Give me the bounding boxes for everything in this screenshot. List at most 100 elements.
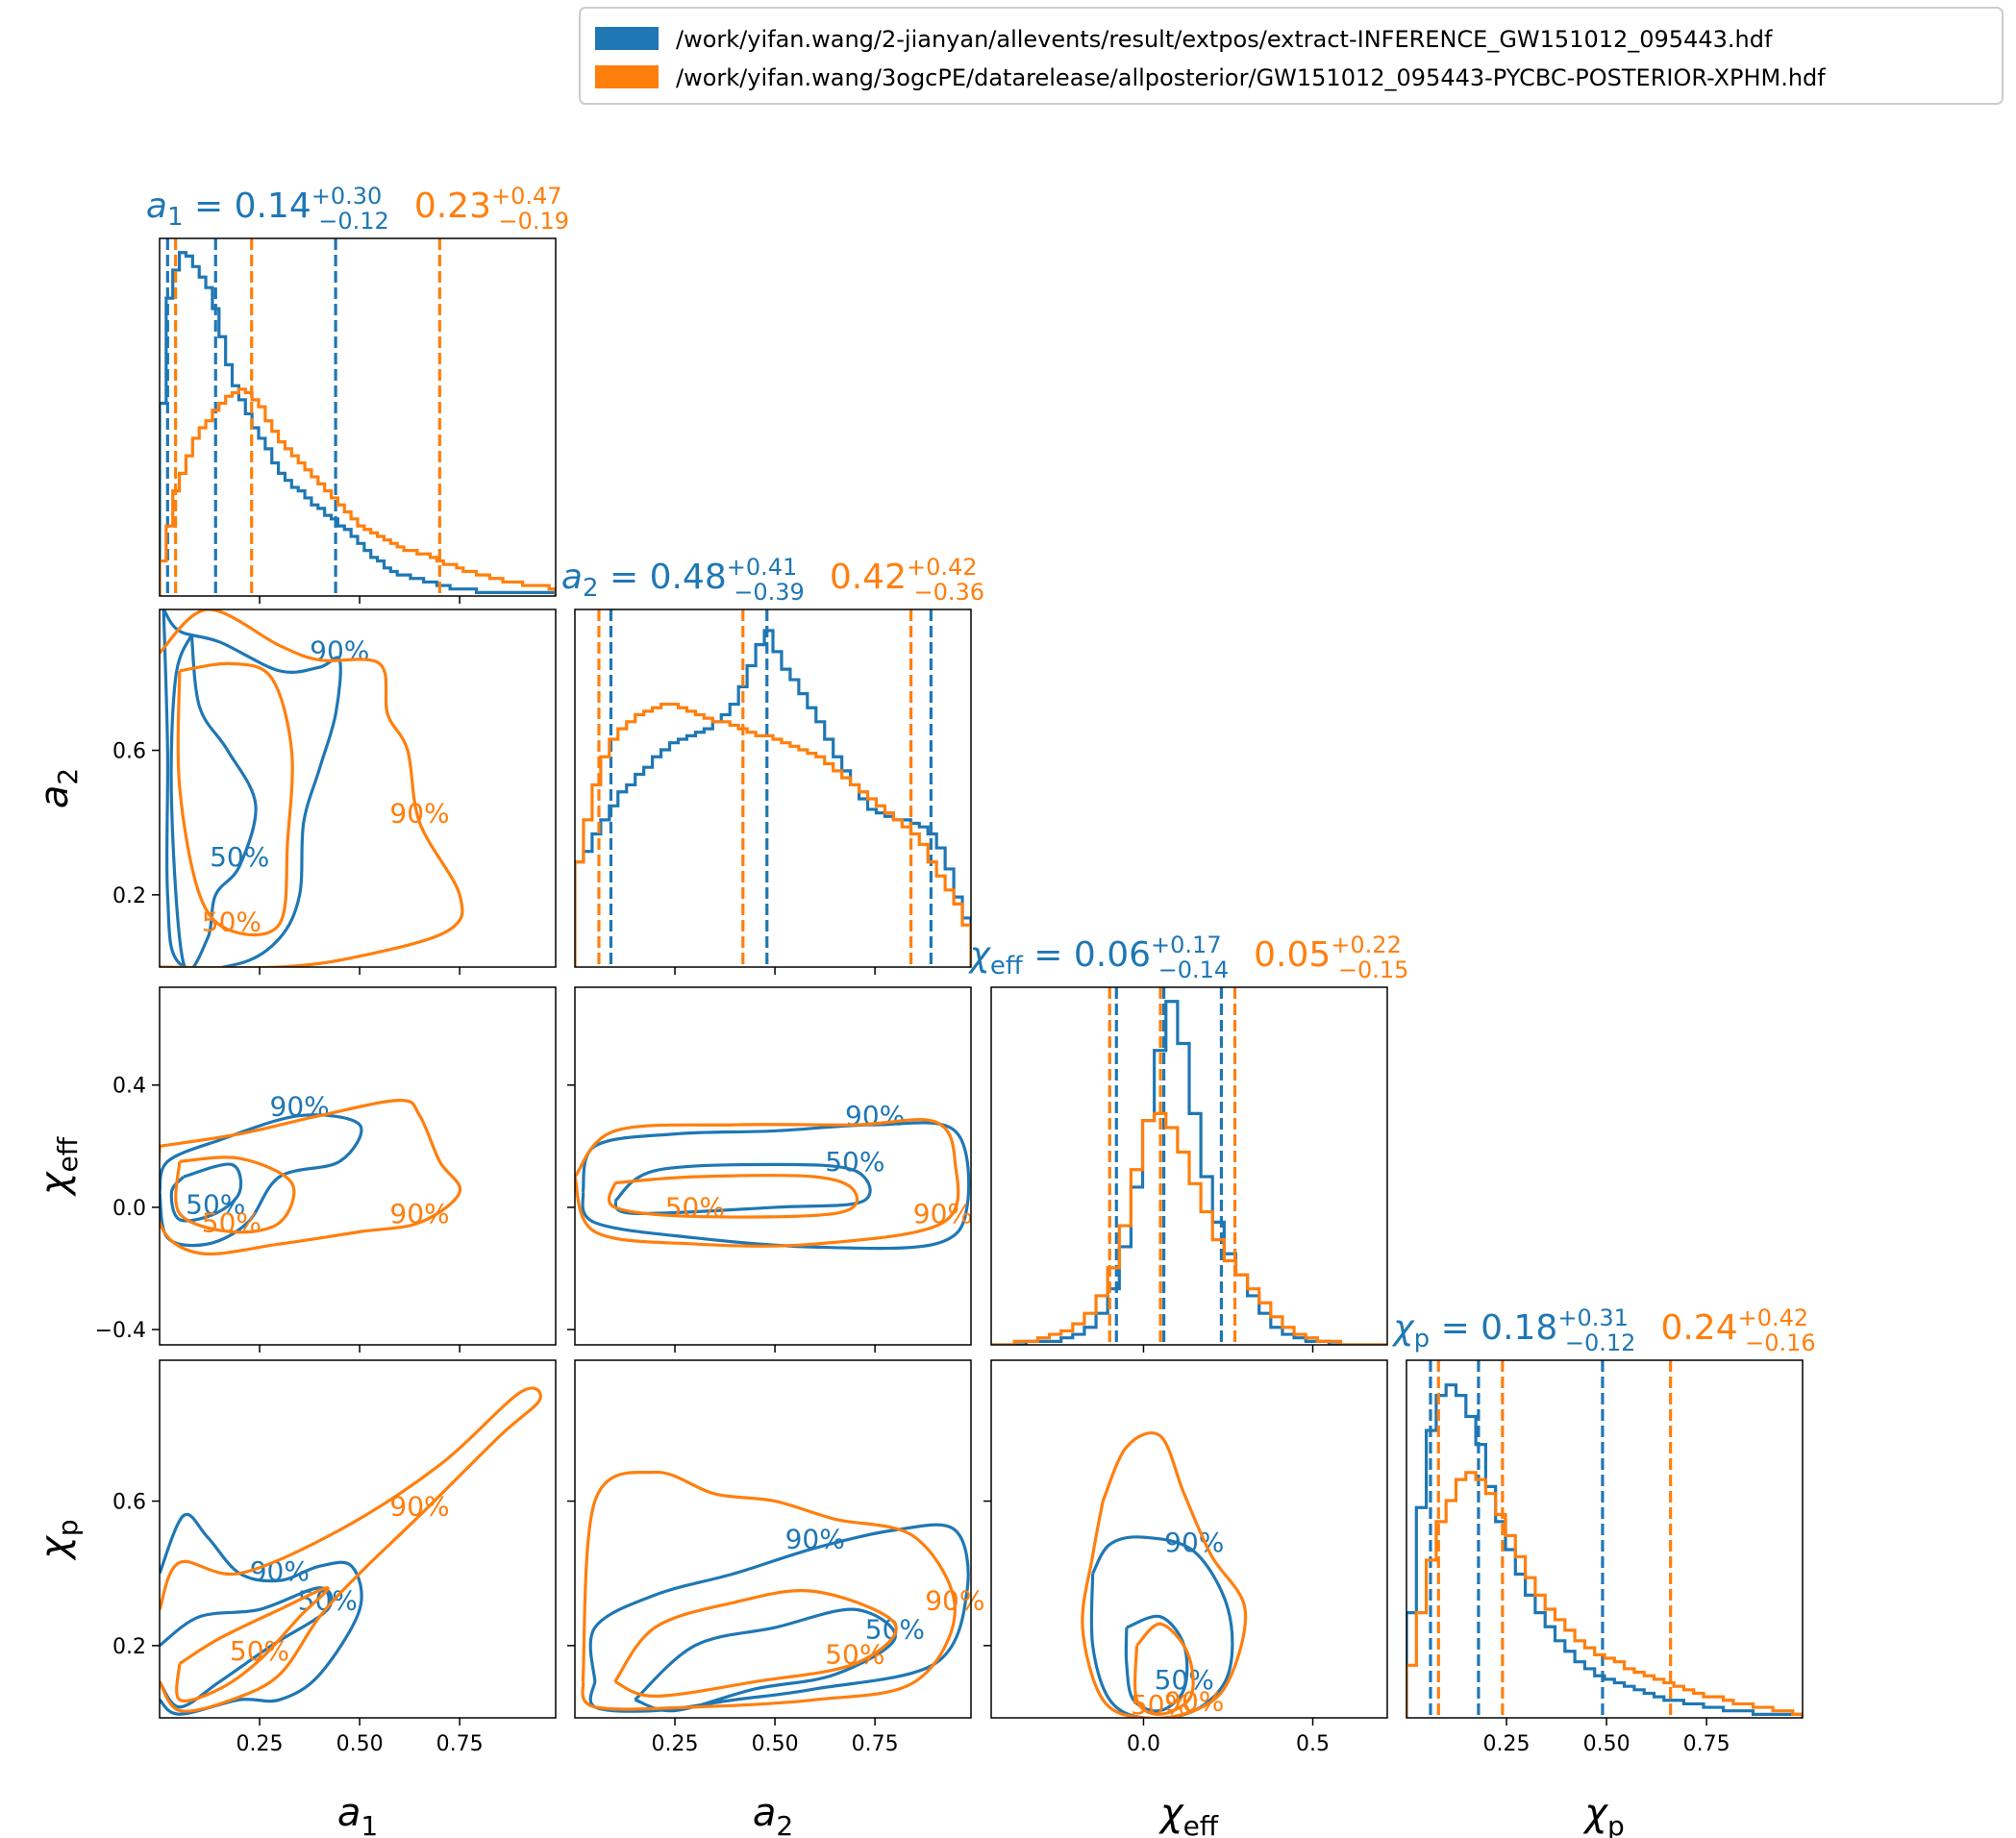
x-tick-label: 0.0	[1127, 1732, 1160, 1756]
panel-frame	[159, 609, 557, 968]
contour-level-label: 90%	[270, 1091, 330, 1123]
x-tick-label: 0.5	[1296, 1732, 1330, 1756]
panel-frame	[574, 1359, 972, 1719]
contour-level-label: 90%	[925, 1584, 984, 1616]
contour-50-series-2	[613, 1589, 898, 1699]
contour-panel-chi_p-vs-a2: 90%50%90%50%0.25 0.50 0.75	[567, 1359, 984, 1756]
contour-level-label: 50%	[186, 1188, 245, 1220]
panel-frame	[990, 986, 1388, 1346]
histogram-panel-chi_p: 0.25 0.50 0.75 χp = 0.18+0.31 −0.12 0.24+0.42…	[1391, 1304, 1815, 1756]
panel-frame	[1406, 1359, 1804, 1719]
x-tick-label: 0.25	[652, 1732, 699, 1756]
contour-level-label: 50%	[202, 1206, 261, 1238]
contour-90-series-1	[160, 1113, 363, 1248]
y-tick-label: 0.2	[112, 884, 146, 908]
y-axis-label-chi_p: χp	[33, 1519, 84, 1560]
contour-panel-chi_eff-vs-a2: 90% 50% 90% 50%	[567, 986, 973, 1353]
contour-90-series-2	[1081, 1431, 1248, 1718]
x-tick-label: 0.25	[1483, 1732, 1531, 1756]
panels: a1 = 0.14+0.30 −0.12 0.23+0.47 −0.19 a2 = 0.…	[33, 183, 1816, 1838]
x-axis-label-a2: a2	[753, 1791, 793, 1838]
histogram-series-2	[991, 1111, 1387, 1345]
contour-50-series-2	[607, 1174, 859, 1219]
contour-90-series-2	[160, 1386, 542, 1713]
histogram-series-1	[575, 629, 971, 967]
contour-level-label: 90%	[389, 1198, 449, 1229]
contour-level-label: 50%	[665, 1191, 725, 1223]
x-tick-label: 0.75	[852, 1732, 899, 1756]
contour-50-series-1	[169, 633, 258, 967]
panel-frame	[159, 986, 557, 1346]
contour-level-label: 90%	[1164, 1527, 1224, 1558]
contour-level-label: 50%	[1131, 1689, 1190, 1721]
contour-50-series-1	[634, 1607, 897, 1713]
y-axis-label-chi_eff: χeff	[33, 1136, 84, 1197]
contour-level-label: 90%	[913, 1198, 973, 1229]
histogram-series-1	[1406, 1383, 1803, 1718]
contour-50-series-2	[1133, 1622, 1195, 1716]
legend-frame	[579, 7, 2004, 105]
param-title-chi_eff: χeff = 0.06+0.17 −0.14 0.05+0.22 −0.15	[968, 931, 1409, 983]
contour-panel-a2-vs-a1: 90% 50% 90% 50% 0.2 0.6	[112, 609, 557, 975]
contour-50-series-1	[160, 1586, 334, 1709]
contour-90-series-2	[575, 1118, 960, 1248]
x-axis-label-chi_eff: χeff	[1158, 1791, 1219, 1838]
x-tick-label: 0.50	[752, 1732, 799, 1756]
x-tick-label: 0.75	[1683, 1732, 1730, 1756]
panel-frame	[159, 237, 557, 597]
y-tick-label: 0.6	[112, 740, 146, 764]
contour-panel-chi_p-vs-chi_eff: 90%50%90%50%0.0 0.5	[983, 1359, 1388, 1756]
contour-level-label: 90%	[845, 1100, 905, 1131]
contour-level-label: 90%	[389, 1491, 449, 1523]
y-tick-label: −0.4	[95, 1319, 146, 1343]
x-axis-label-chi_p: χp	[1582, 1791, 1624, 1838]
y-tick-label: 0.0	[112, 1197, 146, 1221]
contour-90-series-2	[160, 1099, 462, 1256]
histogram-series-1	[160, 251, 556, 596]
contour-level-label: 50%	[825, 1639, 884, 1671]
contour-level-label: 50%	[230, 1635, 289, 1667]
histogram-series-2	[160, 387, 556, 596]
contour-panel-chi_p-vs-a1: 90%50%90%50%0.25 0.50 0.750.20.6	[112, 1359, 557, 1756]
x-tick-label: 0.75	[436, 1732, 484, 1756]
panel-frame	[159, 1359, 557, 1719]
contour-90-series-1	[160, 1512, 363, 1716]
y-tick-label: 0.4	[112, 1075, 146, 1099]
contour-level-label: 90%	[310, 635, 369, 667]
x-tick-label: 0.50	[336, 1732, 384, 1756]
contour-level-label: 50%	[210, 841, 269, 873]
contour-50-series-1	[1124, 1614, 1189, 1713]
legend-swatch	[595, 65, 659, 88]
contour-level-label: 50%	[1155, 1664, 1214, 1696]
panel-frame	[574, 986, 972, 1346]
panel-frame	[574, 609, 972, 968]
histogram-series-1	[991, 1000, 1387, 1345]
contour-level-label: 50%	[202, 906, 261, 937]
contour-90-series-2	[581, 1470, 957, 1711]
histogram-panel-a2: a2 = 0.48+0.41 −0.39 0.42+0.42 −0.36	[561, 554, 984, 975]
panel-frame	[990, 1359, 1388, 1719]
x-tick-label: 0.50	[1583, 1732, 1630, 1756]
histogram-series-2	[1406, 1471, 1803, 1718]
contour-90-series-1	[581, 1121, 971, 1251]
contour-50-series-2	[176, 661, 294, 937]
legend: /work/yifan.wang/2-jianyan/allevents/res…	[579, 7, 2004, 105]
param-title-a1: a1 = 0.14+0.30 −0.12 0.23+0.47 −0.19	[146, 183, 569, 235]
x-axis-label-a1: a1	[337, 1791, 378, 1838]
contour-panel-chi_eff-vs-a1: 90% 50% 90% 50% −0.4 0.0 0.4	[95, 986, 557, 1353]
param-title-a2: a2 = 0.48+0.41 −0.39 0.42+0.42 −0.36	[561, 554, 984, 606]
contour-level-label: 90%	[785, 1523, 845, 1554]
contour-level-label: 50%	[825, 1146, 884, 1178]
histogram-panel-chi_eff: χeff = 0.06+0.17 −0.14 0.05+0.22 −0.15	[968, 931, 1409, 1353]
contour-level-label: 90%	[389, 798, 449, 830]
histogram-panel-a1: a1 = 0.14+0.30 −0.12 0.23+0.47 −0.19	[146, 183, 569, 604]
legend-label: /work/yifan.wang/2-jianyan/allevents/res…	[676, 26, 1773, 53]
contour-50-series-2	[175, 1586, 330, 1702]
contour-90-series-2	[160, 609, 464, 967]
y-axis-label-a2: a2	[33, 768, 84, 808]
legend-label: /work/yifan.wang/3ogcPE/datarelease/allp…	[676, 64, 1826, 91]
legend-swatch	[595, 27, 659, 50]
contour-90-series-1	[1089, 1535, 1234, 1718]
contour-90-series-1	[162, 609, 342, 967]
